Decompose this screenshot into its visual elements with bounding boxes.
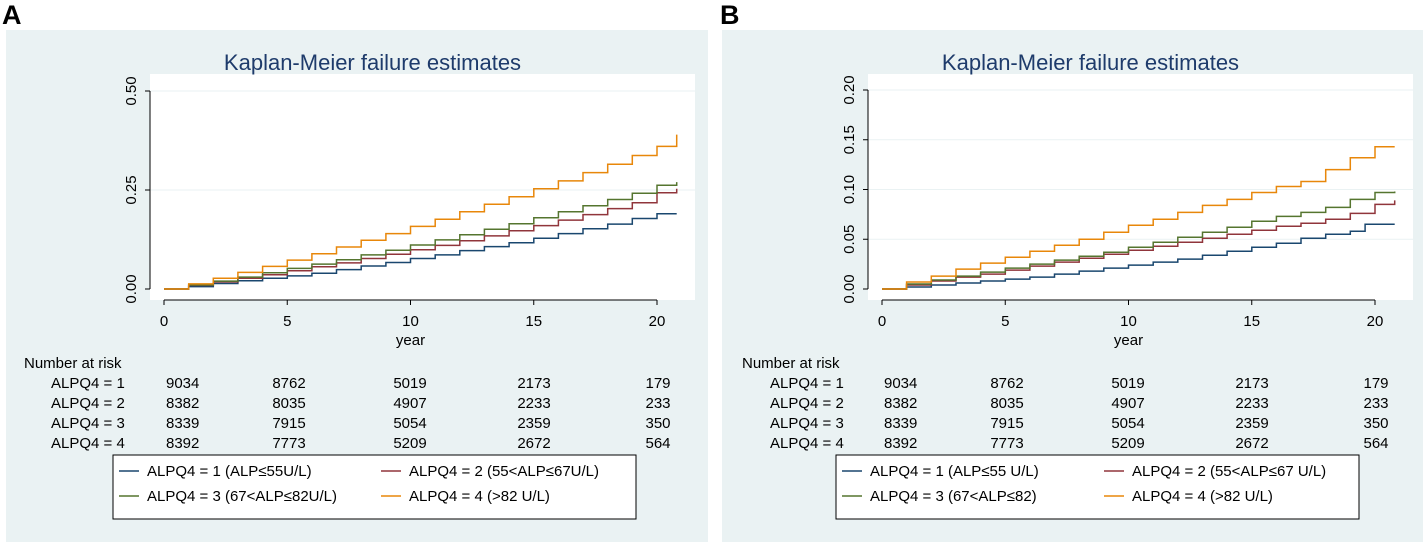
panel-b-x-tick-label: 5 [1001, 313, 1009, 330]
panel-a-risk-value: 179 [645, 375, 670, 392]
panel-a-legend-label-1: ALPQ4 = 1 (ALP≤55U/L) [147, 463, 312, 480]
panel-a-risk-row-label: ALPQ4 = 4 [51, 435, 125, 452]
panel-b-risk-row-label: ALPQ4 = 2 [770, 395, 844, 412]
panel-a-risk-table-header: Number at risk [24, 355, 122, 372]
panel-b-risk-value: 8382 [884, 395, 917, 412]
panel-b-x-tick-label: 15 [1243, 313, 1260, 330]
panel-b-risk-value: 2173 [1235, 375, 1268, 392]
panel-a-risk-value: 9034 [166, 375, 199, 392]
panel-b-label: B [720, 0, 740, 30]
panel-b-risk-value: 8035 [990, 395, 1023, 412]
panel-b-x-tick-label: 20 [1367, 313, 1384, 330]
panel-a-y-tick-label: 0.25 [123, 175, 140, 204]
panel-a-series-line-4 [164, 134, 678, 290]
panel-b-risk-value: 564 [1363, 435, 1388, 452]
panel-a-risk-value: 2672 [517, 435, 550, 452]
panel-b-legend-box [835, 454, 1360, 520]
panel-a-risk-value: 5054 [393, 415, 426, 432]
panel-b-series-line-4 [882, 145, 1395, 290]
panel-a-legend-label-3: ALPQ4 = 3 (67<ALP≤82U/L) [147, 488, 337, 505]
panel-b-risk-value: 179 [1363, 375, 1388, 392]
panel-a-x-tick-label: 5 [283, 313, 291, 330]
panel-a-x-tick-label: 15 [525, 313, 542, 330]
panel-b-x-tick-label: 10 [1120, 313, 1137, 330]
panel-b-risk-value: 7915 [990, 415, 1023, 432]
panel-b-risk-value: 350 [1363, 415, 1388, 432]
panel-b-risk-value: 9034 [884, 375, 917, 392]
panel-a-risk-value: 8392 [166, 435, 199, 452]
panel-b-y-tick-label: 0.00 [841, 274, 858, 303]
panel-b-risk-value: 2672 [1235, 435, 1268, 452]
panel-a-risk-value: 2233 [517, 395, 550, 412]
panel-a-chart-title: Kaplan-Meier failure estimates [224, 50, 521, 75]
panel-b-risk-row-label: ALPQ4 = 4 [770, 435, 844, 452]
panel-a-series-line-2 [164, 188, 678, 290]
panel-a-risk-value: 5209 [393, 435, 426, 452]
panel-a-x-tick-label: 0 [160, 313, 168, 330]
panel-a-legend-label-2: ALPQ4 = 2 (55<ALP≤67U/L) [409, 463, 599, 480]
panel-a-label: A [2, 0, 22, 30]
panel-b-y-tick-label: 0.05 [841, 225, 858, 254]
panel-a-risk-row-label: ALPQ4 = 1 [51, 375, 125, 392]
panel-b-y-tick-label: 0.20 [841, 75, 858, 104]
panel-a-risk-value: 2173 [517, 375, 550, 392]
panel-a-series-line-3 [164, 182, 678, 290]
panel-a-risk-value: 7915 [272, 415, 305, 432]
panel-b-risk-value: 2233 [1235, 395, 1268, 412]
panel-b-plot-area [868, 74, 1413, 300]
panel-a-risk-value: 350 [645, 415, 670, 432]
panel-a-x-tick-label: 20 [649, 313, 666, 330]
panel-a-risk-row-label: ALPQ4 = 2 [51, 395, 125, 412]
panel-b-legend-label-4: ALPQ4 = 4 (>82 U/L) [1132, 488, 1273, 505]
panel-a-x-tick-label: 10 [402, 313, 419, 330]
panel-a-y-tick-label: 0.00 [123, 274, 140, 303]
panel-a-plot-area [150, 74, 695, 300]
panel-a-risk-value: 8762 [272, 375, 305, 392]
panel-b-risk-value: 8762 [990, 375, 1023, 392]
panel-b-series-line-3 [882, 191, 1396, 290]
panel-b-series-line-2 [882, 200, 1396, 290]
panel-a-risk-value: 7773 [272, 435, 305, 452]
panel-a-risk-value: 8382 [166, 395, 199, 412]
panel-b-legend-label-3: ALPQ4 = 3 (67<ALP≤82) [870, 488, 1037, 505]
panel-a-y-tick-label: 0.50 [123, 76, 140, 105]
panel-a-risk-value: 5019 [393, 375, 426, 392]
panel-b-y-tick-label: 0.10 [841, 175, 858, 204]
panel-b-risk-value: 233 [1363, 395, 1388, 412]
panel-b-risk-row-label: ALPQ4 = 3 [770, 415, 844, 432]
panel-b-risk-row-label: ALPQ4 = 1 [770, 375, 844, 392]
panel-a-risk-value: 4907 [393, 395, 426, 412]
panel-b-x-axis-title: year [1114, 332, 1143, 349]
panel-a-risk-value: 2359 [517, 415, 550, 432]
panel-b-chart-title: Kaplan-Meier failure estimates [942, 50, 1239, 75]
panel-b-risk-value: 5019 [1111, 375, 1144, 392]
panel-b-risk-value: 2359 [1235, 415, 1268, 432]
panel-b-series-line-1 [882, 223, 1395, 290]
panel-a-risk-value: 564 [645, 435, 670, 452]
panel-b-risk-value: 5054 [1111, 415, 1144, 432]
panel-b-legend-label-2: ALPQ4 = 2 (55<ALP≤67 U/L) [1132, 463, 1326, 480]
panel-b-legend-label-1: ALPQ4 = 1 (ALP≤55 U/L) [870, 463, 1039, 480]
panel-a-legend-box [112, 454, 637, 520]
panel-a-x-axis-title: year [396, 332, 425, 349]
panel-b-risk-value: 8392 [884, 435, 917, 452]
panel-b-risk-value: 7773 [990, 435, 1023, 452]
panel-b-risk-value: 8339 [884, 415, 917, 432]
panel-a-risk-value: 233 [645, 395, 670, 412]
panel-a-risk-value: 8035 [272, 395, 305, 412]
panel-a-legend-label-4: ALPQ4 = 4 (>82 U/L) [409, 488, 550, 505]
panel-b-y-tick-label: 0.15 [841, 125, 858, 154]
panel-b-risk-value: 4907 [1111, 395, 1144, 412]
panel-b-risk-table-header: Number at risk [742, 355, 840, 372]
panel-a-risk-row-label: ALPQ4 = 3 [51, 415, 125, 432]
panel-a-series-line-1 [164, 213, 677, 290]
panel-b-x-tick-label: 0 [878, 313, 886, 330]
panel-a-risk-value: 8339 [166, 415, 199, 432]
panel-b-risk-value: 5209 [1111, 435, 1144, 452]
